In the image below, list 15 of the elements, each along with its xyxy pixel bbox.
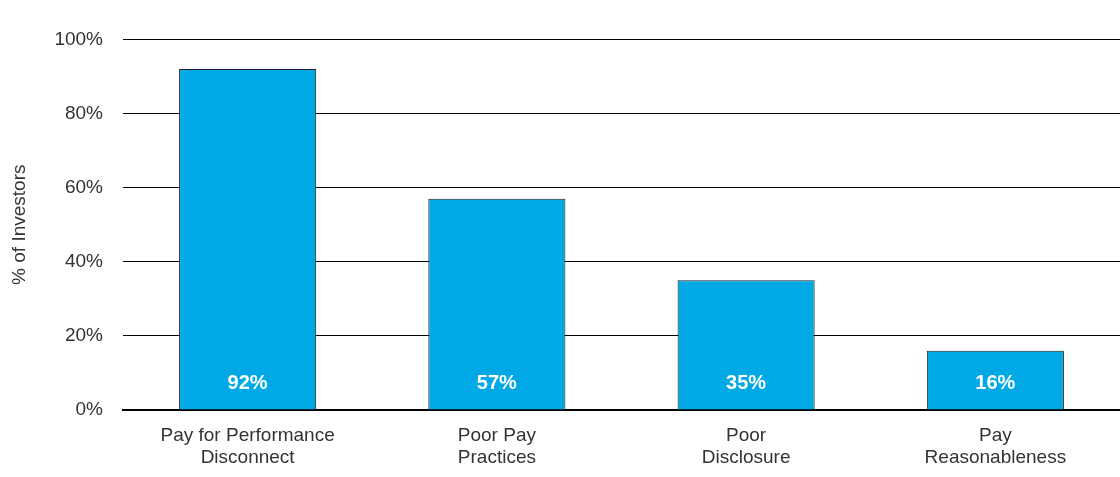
y-axis-title: % of Investors (7, 164, 29, 285)
x-tick-label: Poor Disclosure (701, 423, 791, 468)
y-tick-label: 20% (64, 324, 104, 346)
y-tick-label: 80% (64, 101, 104, 123)
y-tick-label: 40% (64, 249, 104, 271)
y-tick-label: 0% (75, 398, 104, 420)
x-tick-label: Pay for Performance Disconnect (160, 423, 335, 468)
data-label: 92% (227, 371, 268, 394)
data-label: 57% (476, 371, 518, 394)
y-tick-label: 60% (64, 175, 104, 197)
data-label: 16% (975, 371, 1016, 394)
data-label: 35% (726, 371, 767, 394)
x-tick-label: Poor Pay Practices (457, 423, 537, 468)
y-tick-label: 100% (54, 27, 104, 49)
x-tick-label: Pay Reasonableness (924, 423, 1067, 468)
